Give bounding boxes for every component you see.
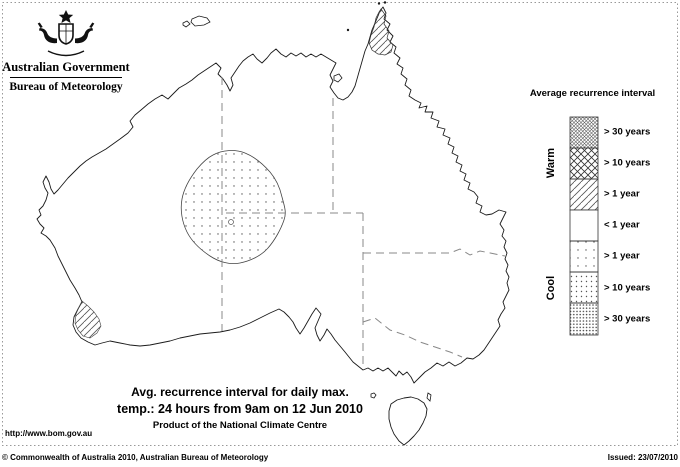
- footer-bar: © Commonwealth of Australia 2010, Austra…: [0, 447, 680, 467]
- map-canvas: [2, 1, 678, 446]
- legend-warm-label: Warm: [545, 147, 557, 179]
- legend-swatch-cool-gt1: [569, 240, 599, 273]
- legend-swatch-warm-gt10: [569, 147, 599, 180]
- legend-swatch-cool-gt10: [569, 271, 599, 304]
- bureau-title: Bureau of Meteorology: [9, 81, 123, 93]
- copyright-text: © Commonwealth of Australia 2010, Austra…: [2, 452, 269, 462]
- coat-of-arms: [37, 10, 95, 57]
- lake-marker: [228, 219, 234, 225]
- region-cape-york-warm: [368, 8, 394, 56]
- commonwealth-star: [58, 10, 74, 23]
- legend-label-cool-gt10: > 10 years: [604, 282, 651, 294]
- legend-swatch-warm-gt30: [569, 116, 599, 149]
- legend-label-warm-gt30: > 30 years: [604, 126, 651, 138]
- region-central-australia-cool: [180, 150, 286, 264]
- legend-bar: [569, 116, 599, 336]
- header-divider: [10, 77, 122, 78]
- emu-silhouette: [75, 22, 95, 44]
- scroll: [47, 50, 85, 57]
- region-southwest-wa-warm: [74, 300, 102, 339]
- bom-url: http://www.bom.gov.au: [5, 429, 93, 438]
- tasmania-outline: [388, 396, 428, 446]
- legend-swatch-warm-gt1: [569, 178, 599, 211]
- kangaroo-silhouette: [37, 22, 57, 44]
- small-islands: [182, 1, 432, 402]
- legend-swatch-cool-gt30: [569, 302, 599, 336]
- map-title-line3: Product of the National Climate Centre: [152, 420, 328, 431]
- legend-label-warm-gt10: > 10 years: [604, 157, 651, 169]
- legend-label-lt1: < 1 year: [604, 219, 640, 231]
- legend-label-warm-gt1: > 1 year: [604, 188, 640, 200]
- map-title-line1: Avg. recurrence interval for daily max.: [131, 385, 349, 399]
- legend-cool-label: Cool: [545, 275, 557, 301]
- government-title: Australian Government: [2, 60, 130, 74]
- issued-date: Issued: 23/07/2010: [607, 452, 678, 462]
- state-borders: [221, 77, 506, 367]
- legend-title: Average recurrence interval: [529, 88, 656, 99]
- legend-swatch-lt1: [569, 209, 599, 242]
- legend-label-cool-gt30: > 30 years: [604, 313, 651, 325]
- legend-label-cool-gt1: > 1 year: [604, 250, 640, 262]
- map-title-line2: temp.: 24 hours from 9am on 12 Jun 2010: [117, 402, 363, 416]
- map-frame-border: [2, 2, 678, 446]
